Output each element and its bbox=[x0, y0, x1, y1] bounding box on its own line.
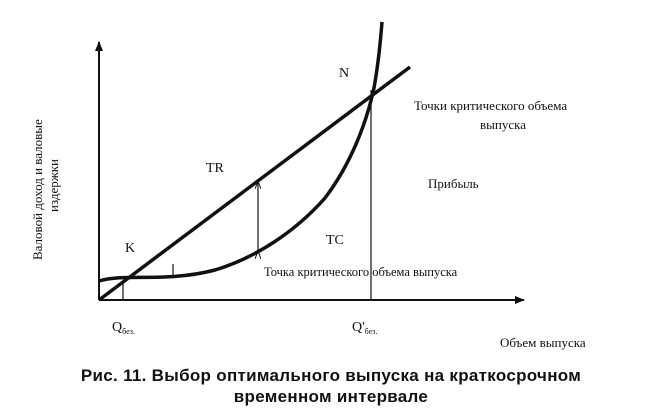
caption-line1: Рис. 11. Выбор оптимального выпуска на к… bbox=[80, 366, 582, 385]
tick-q2-main: Q' bbox=[352, 320, 365, 335]
tick-q1: Qбез. bbox=[112, 320, 135, 336]
y-axis-label-line2: издержки bbox=[46, 159, 61, 212]
tick-q1-sub: без. bbox=[122, 327, 135, 336]
tick-q1-main: Q bbox=[112, 320, 122, 335]
x-axis-label: Объем выпуска bbox=[500, 335, 586, 350]
caption-line2: временном интервале bbox=[233, 387, 429, 406]
tc-curve bbox=[98, 21, 384, 283]
tick-q2-sub: без. bbox=[365, 327, 378, 336]
critical-points-line1: Точки критического объема bbox=[414, 98, 567, 113]
critical-point-single-label: Точка критического объема выпуска bbox=[264, 265, 458, 279]
critical-points-line2: выпуска bbox=[480, 117, 526, 132]
y-axis-label-line1: Валовой доход и валовые bbox=[30, 119, 45, 260]
tick-q2: Q'без. bbox=[352, 320, 377, 336]
critical-points-label: Точки критического объема выпуска bbox=[414, 98, 570, 132]
tc-label: TC bbox=[326, 233, 344, 248]
profit-label: Прибыль bbox=[428, 176, 479, 191]
tr-label: TR bbox=[206, 161, 225, 176]
point-n-label: N bbox=[339, 66, 349, 81]
point-k-label: K bbox=[125, 241, 135, 256]
tr-line bbox=[97, 65, 412, 302]
y-axis-label: Валовой доход и валовые издержки bbox=[30, 116, 61, 260]
